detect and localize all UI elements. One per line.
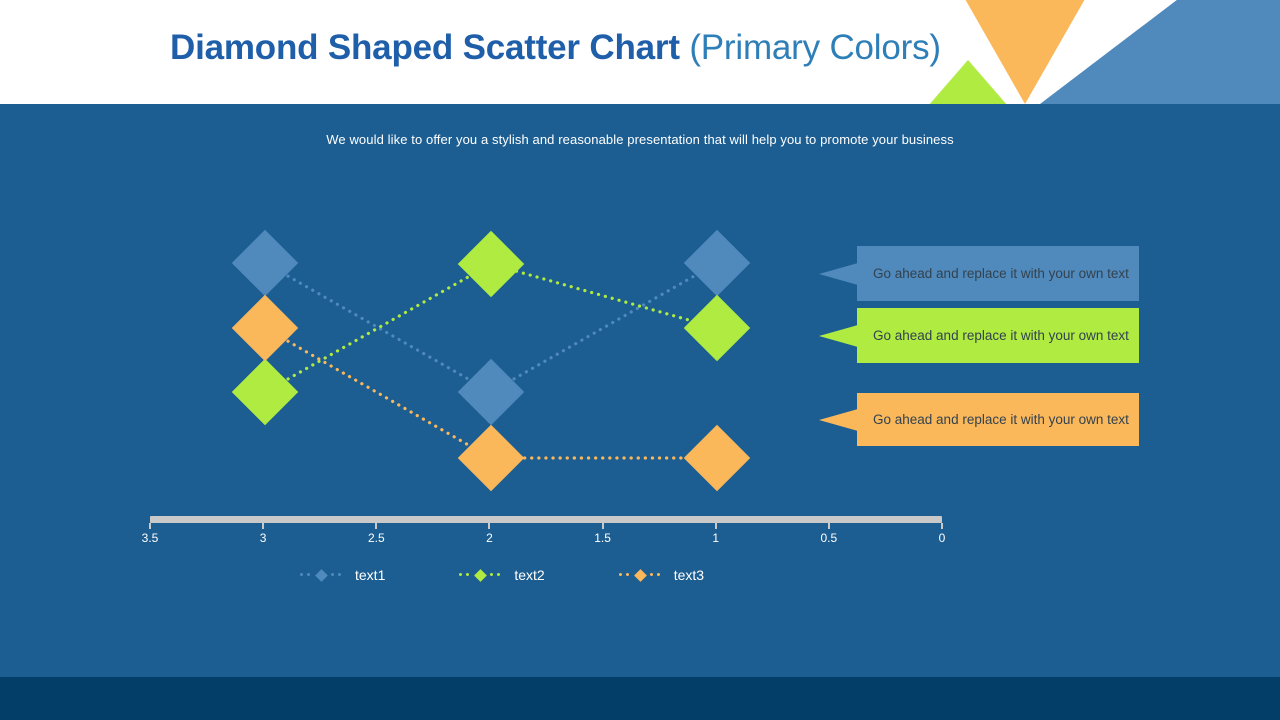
legend-dot [307, 573, 310, 576]
callout-text1[interactable]: Go ahead and replace it with your own te… [819, 246, 1139, 301]
legend-dot [625, 573, 629, 576]
legend-dot [656, 573, 660, 576]
x-axis-tick [375, 523, 378, 529]
data-point-text2-2[interactable] [683, 294, 751, 362]
legend-dot [497, 573, 501, 576]
callout-text: Go ahead and replace it with your own te… [857, 246, 1139, 301]
connector-line [512, 274, 696, 381]
data-point-text3-2[interactable] [683, 424, 751, 492]
data-point-text3-1[interactable] [457, 424, 525, 492]
x-axis-tick [714, 523, 717, 529]
callout-text: Go ahead and replace it with your own te… [857, 393, 1139, 446]
connector-line [514, 269, 694, 323]
legend-dot [338, 573, 341, 576]
legend-dot [649, 573, 653, 576]
chart-legend: text1 text2 text3 [300, 567, 704, 583]
x-axis-tick [262, 523, 265, 529]
connector-line [286, 275, 470, 381]
green-triangle-decoration [928, 60, 1008, 104]
data-point-text1-0[interactable] [231, 229, 299, 297]
x-axis-tick [601, 523, 604, 529]
legend-diamond-icon [474, 569, 488, 582]
legend-marker-icon [300, 568, 346, 582]
legend-dot [618, 573, 622, 576]
legend-dot [331, 573, 334, 576]
legend-dot [490, 573, 494, 576]
x-axis-line [150, 516, 942, 523]
callout-text2[interactable]: Go ahead and replace it with your own te… [819, 308, 1139, 363]
legend-dot [459, 573, 463, 576]
data-point-text3-0[interactable] [231, 294, 299, 362]
callout-text: Go ahead and replace it with your own te… [857, 308, 1139, 363]
legend-item-text1[interactable]: text1 [300, 567, 385, 583]
callout-pointer-icon [819, 262, 858, 285]
legend-diamond-icon [633, 569, 647, 582]
page-title: Diamond Shaped Scatter Chart (Primary Co… [170, 28, 941, 68]
legend-dot [466, 573, 470, 576]
x-axis-tick-label: 1 [712, 531, 720, 545]
page-title-main: Diamond Shaped Scatter Chart [170, 28, 690, 67]
connector-line [286, 274, 470, 381]
x-axis-tick-label: 1.5 [594, 531, 611, 545]
legend-diamond-icon [315, 569, 328, 582]
data-point-text1-1[interactable] [457, 358, 525, 426]
callout-text3[interactable]: Go ahead and replace it with your own te… [819, 393, 1139, 446]
legend-label: text2 [514, 567, 545, 583]
legend-marker-icon [618, 568, 665, 582]
data-point-text2-0[interactable] [231, 358, 299, 426]
data-point-text1-2[interactable] [683, 229, 751, 297]
legend-dot [300, 573, 303, 576]
x-axis-tick-label: 3 [259, 531, 267, 545]
legend-item-text3[interactable]: text3 [618, 567, 705, 583]
legend-label: text3 [673, 567, 705, 583]
subtitle-text: We would like to offer you a stylish and… [326, 132, 954, 147]
x-axis-tick-label: 3.5 [141, 531, 159, 545]
x-axis-tick [827, 523, 830, 529]
x-axis-tick [488, 523, 491, 529]
page-title-sub: (Primary Colors) [689, 28, 941, 67]
x-axis-tick-label: 0.5 [820, 531, 838, 545]
legend-marker-icon [459, 568, 505, 582]
footer-band [0, 677, 1280, 720]
header-band: Diamond Shaped Scatter Chart (Primary Co… [0, 0, 1280, 104]
x-axis-tick [149, 523, 151, 529]
legend-item-text2[interactable]: text2 [459, 567, 545, 583]
data-point-text2-1[interactable] [457, 230, 525, 298]
callout-pointer-icon [819, 408, 858, 431]
x-axis-tick-label: 2.5 [367, 531, 385, 545]
legend-label: text1 [355, 567, 386, 583]
x-axis-tick [941, 523, 943, 529]
callout-pointer-icon [819, 324, 858, 347]
x-axis-tick-label: 2 [486, 531, 493, 545]
connector-line [286, 339, 470, 447]
x-axis-tick-label: 0 [938, 531, 946, 545]
